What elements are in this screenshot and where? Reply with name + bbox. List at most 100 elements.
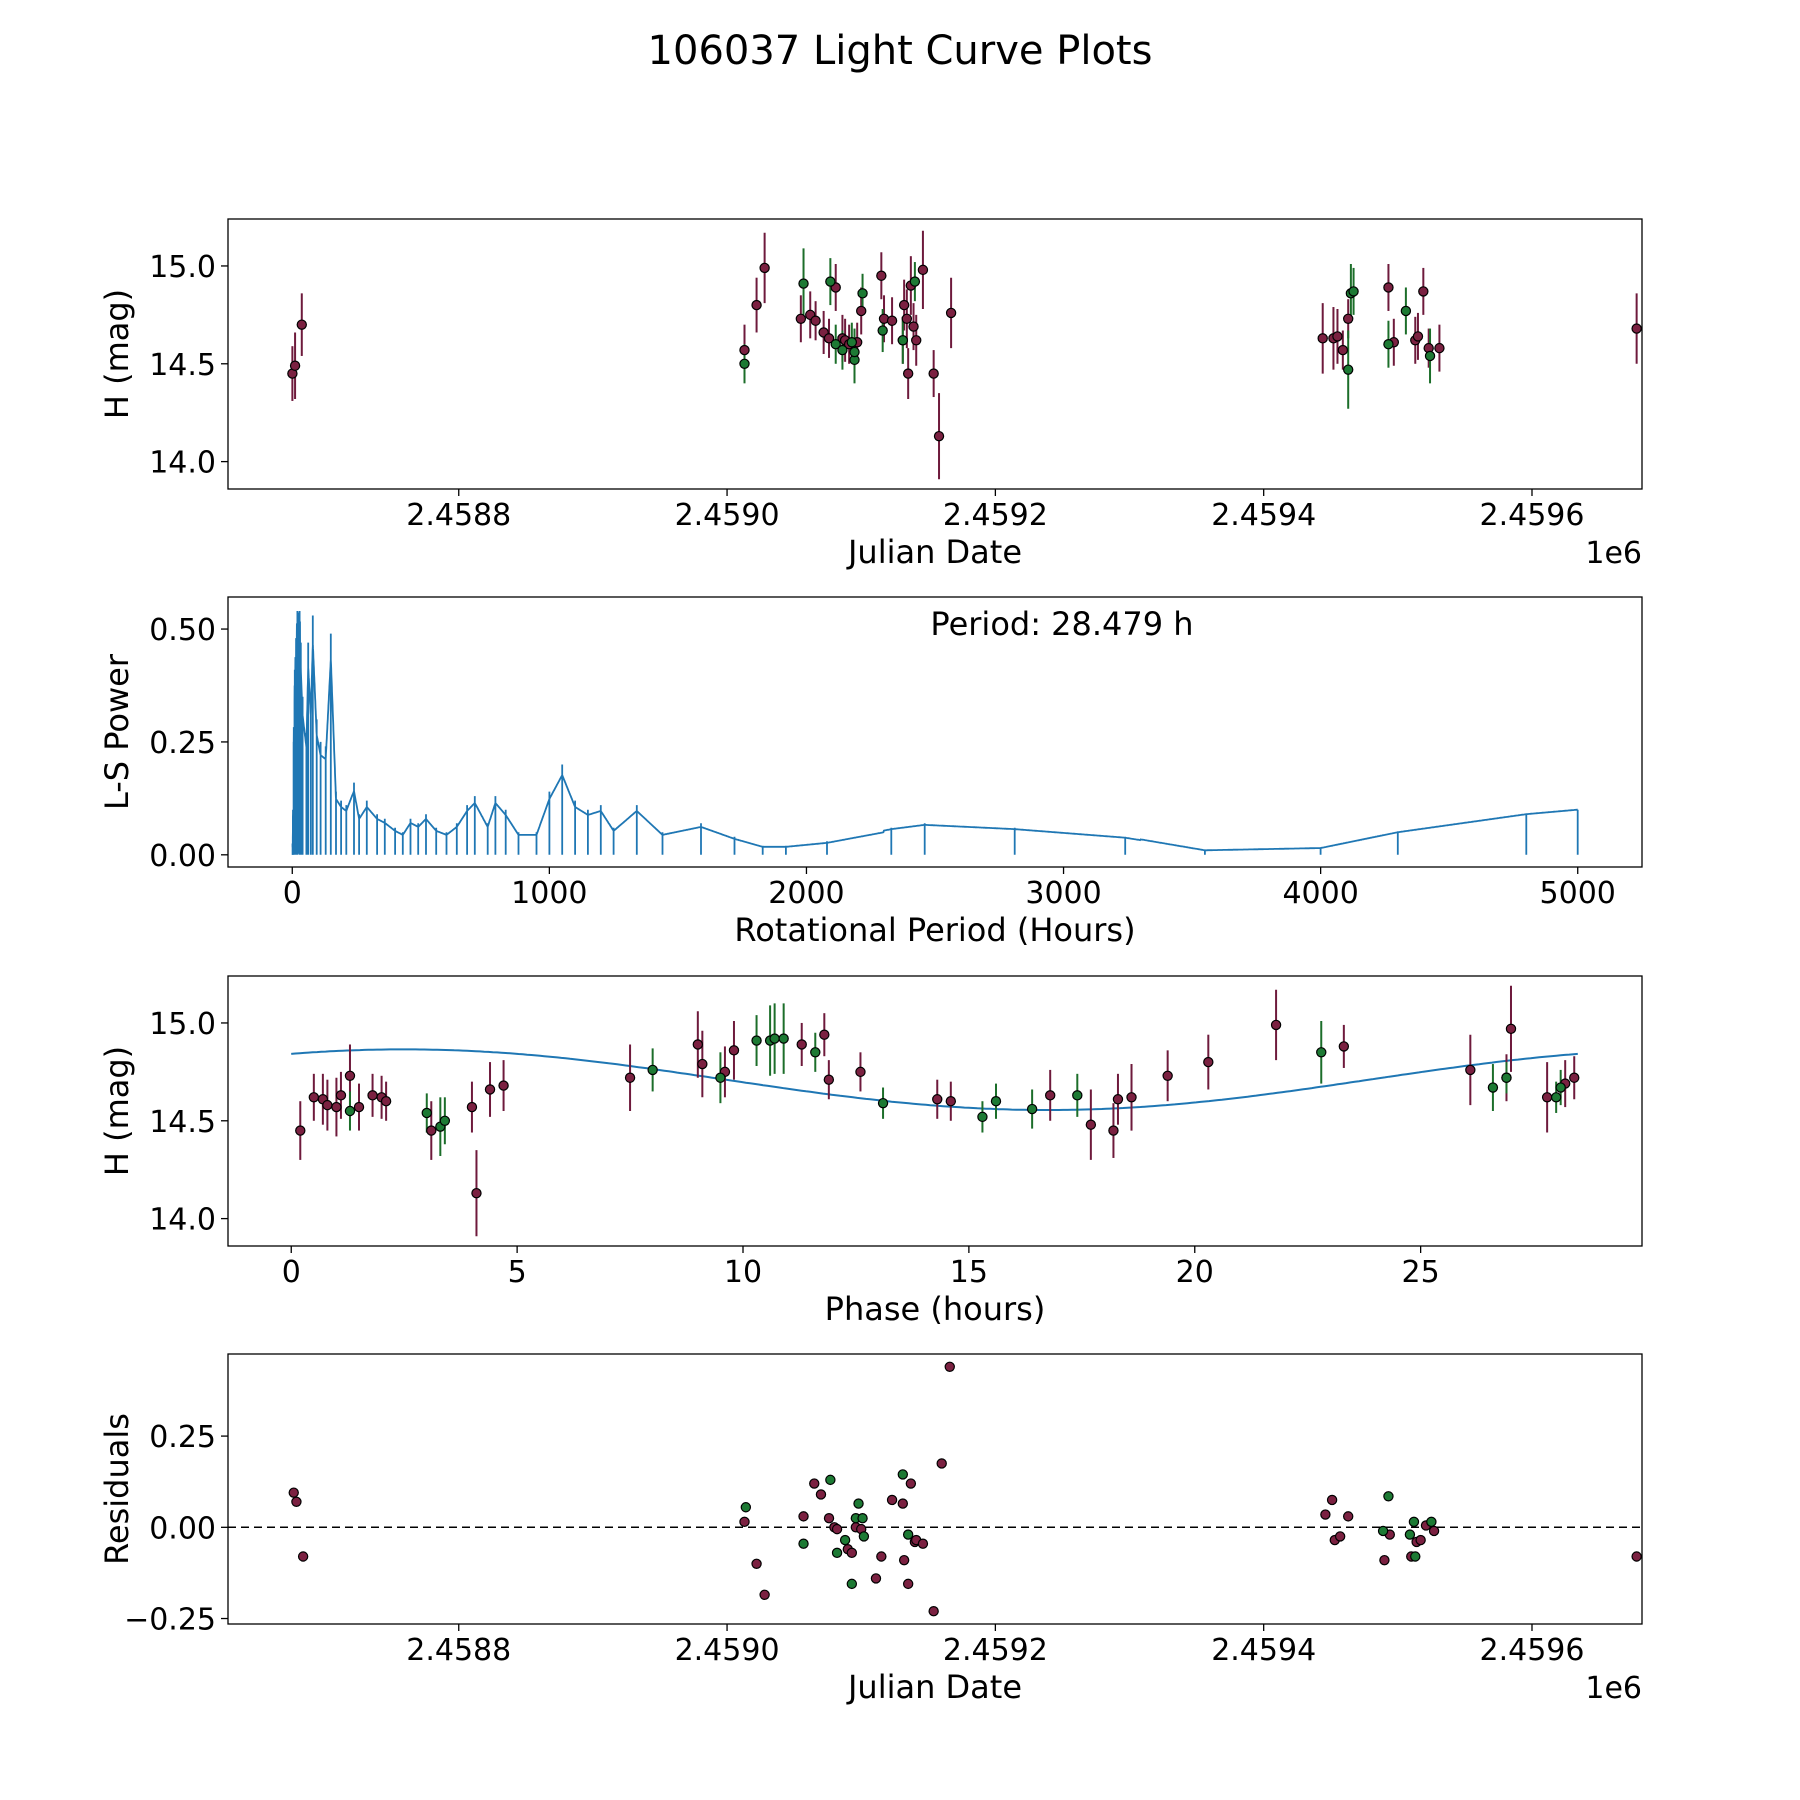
- data-point-red: [1317, 333, 1328, 344]
- data-point-red: [870, 1573, 882, 1584]
- data-point-red: [1379, 1554, 1390, 1566]
- data-point-green: [849, 346, 860, 358]
- data-point-red: [471, 1187, 482, 1199]
- data-point-red: [1108, 1125, 1119, 1136]
- data-point-red: [1326, 1494, 1338, 1506]
- y-tick-label: 15.0: [149, 250, 216, 285]
- data-point-red: [897, 1498, 909, 1509]
- data-point-red: [1085, 1119, 1097, 1130]
- data-point-red: [917, 264, 929, 276]
- data-point-red: [1505, 1023, 1517, 1035]
- x-tick-label: 5: [508, 1255, 527, 1290]
- data-point-green: [897, 335, 909, 346]
- x-tick-label: 2.4592: [943, 1633, 1048, 1668]
- data-point-red: [932, 1094, 943, 1105]
- data-point-red: [945, 1096, 957, 1107]
- data-point-red: [1342, 313, 1354, 324]
- data-point-green: [837, 344, 848, 356]
- data-point-red: [484, 1084, 496, 1095]
- data-point-red: [945, 307, 957, 319]
- axes-frame: [227, 975, 1643, 1247]
- data-point-red: [876, 270, 887, 281]
- x-tick-label: 2.4594: [1211, 498, 1316, 533]
- x-tick-label: 15: [950, 1255, 988, 1290]
- y-tick-label: 14.5: [149, 1105, 216, 1140]
- data-point-red: [819, 1029, 830, 1040]
- x-tick-label: 1000: [511, 876, 587, 911]
- data-point-red: [796, 1039, 807, 1050]
- y-tick-label: 14.0: [149, 446, 216, 481]
- axes-frame: [227, 218, 1643, 490]
- x-tick-label: 10: [724, 1255, 762, 1290]
- data-point-red: [815, 1489, 827, 1500]
- data-point-red: [331, 1101, 342, 1113]
- data-point-green: [846, 1578, 858, 1590]
- data-point-red: [944, 1361, 955, 1372]
- x-axis-label: Rotational Period (Hours): [734, 911, 1135, 949]
- data-point-red: [823, 1512, 835, 1524]
- data-point-red: [1418, 286, 1429, 297]
- data-point-red: [928, 1606, 939, 1617]
- data-point-green: [1348, 286, 1359, 297]
- data-point-red: [1569, 1072, 1580, 1083]
- data-point-green: [421, 1107, 432, 1119]
- x-tick-label: 2.4590: [675, 498, 780, 533]
- data-point-red: [798, 1511, 809, 1522]
- data-point-red: [886, 315, 898, 326]
- data-point-red: [624, 1072, 636, 1083]
- data-point-green: [846, 337, 858, 348]
- data-point-red: [795, 313, 807, 324]
- data-point-green: [990, 1096, 1002, 1107]
- data-point-red: [1332, 331, 1343, 342]
- data-point-red: [928, 368, 939, 379]
- data-point-green: [825, 276, 836, 287]
- data-point-red: [905, 1478, 917, 1489]
- data-point-red: [810, 315, 821, 326]
- data-point-red: [335, 1090, 347, 1101]
- y-axis-label: L-S Power: [98, 653, 136, 810]
- periodogram-panel: 0 1000 2000 3000 4000 5000 0.00 0.25 0.50 Rotatio…: [98, 596, 1643, 949]
- data-point-green: [1383, 339, 1394, 350]
- data-point-green: [877, 325, 888, 336]
- data-point-red: [901, 313, 913, 324]
- data-point-red: [1342, 1511, 1354, 1522]
- data-point-green: [810, 1047, 821, 1058]
- data-point-red: [1203, 1056, 1214, 1068]
- data-point-red: [855, 1066, 866, 1078]
- data-point-red: [902, 368, 914, 379]
- data-point-red: [898, 299, 910, 311]
- data-point-red: [297, 1551, 309, 1562]
- data-point-red: [426, 1125, 437, 1136]
- data-point-red: [289, 360, 301, 371]
- data-point-green: [1426, 1516, 1437, 1528]
- data-point-green: [647, 1064, 658, 1076]
- data-point-red: [902, 1578, 914, 1590]
- data-point-green: [1026, 1103, 1038, 1115]
- data-point-red: [308, 1092, 320, 1103]
- data-point-green: [1408, 1516, 1420, 1528]
- period-annotation: Period: 28.479 h: [930, 605, 1193, 643]
- data-point-green: [798, 1538, 809, 1549]
- x-tick-label: 2.4596: [1480, 498, 1585, 533]
- x-tick-label: 2.4594: [1211, 1633, 1316, 1668]
- data-point-green: [769, 1033, 780, 1044]
- data-point-red: [933, 430, 945, 442]
- y-tick-label: 0.00: [149, 1511, 216, 1546]
- data-point-red: [936, 1458, 947, 1469]
- periodogram-line: [291, 611, 1579, 856]
- x-tick-label: 3000: [1025, 876, 1101, 911]
- data-point-red: [1434, 342, 1445, 354]
- data-point-red: [846, 1547, 858, 1559]
- data-point-green: [825, 1474, 836, 1486]
- data-point-red: [692, 1039, 704, 1050]
- data-point-red: [1631, 323, 1642, 334]
- data-point-green: [1424, 350, 1436, 362]
- x-tick-label: 0: [283, 876, 302, 911]
- data-point-green: [858, 1531, 870, 1542]
- data-point-red: [1126, 1092, 1137, 1103]
- data-point-red: [288, 1487, 299, 1498]
- y-tick-label: −0.25: [124, 1603, 216, 1638]
- data-point-green: [857, 288, 868, 299]
- data-point-red: [908, 321, 919, 332]
